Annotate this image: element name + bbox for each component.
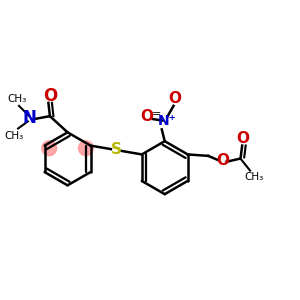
Text: O: O [141,109,154,124]
Text: O: O [43,86,57,104]
Text: S: S [111,142,122,158]
Circle shape [79,141,93,156]
Text: =: = [152,109,161,119]
Text: N⁺: N⁺ [158,114,177,128]
Text: CH₃: CH₃ [244,172,263,182]
Text: O: O [169,91,182,106]
Text: O: O [236,131,250,146]
Text: CH₃: CH₃ [4,131,24,141]
Circle shape [42,141,57,156]
Text: O: O [216,153,229,168]
Text: N: N [22,109,36,127]
Text: CH₃: CH₃ [7,94,26,104]
